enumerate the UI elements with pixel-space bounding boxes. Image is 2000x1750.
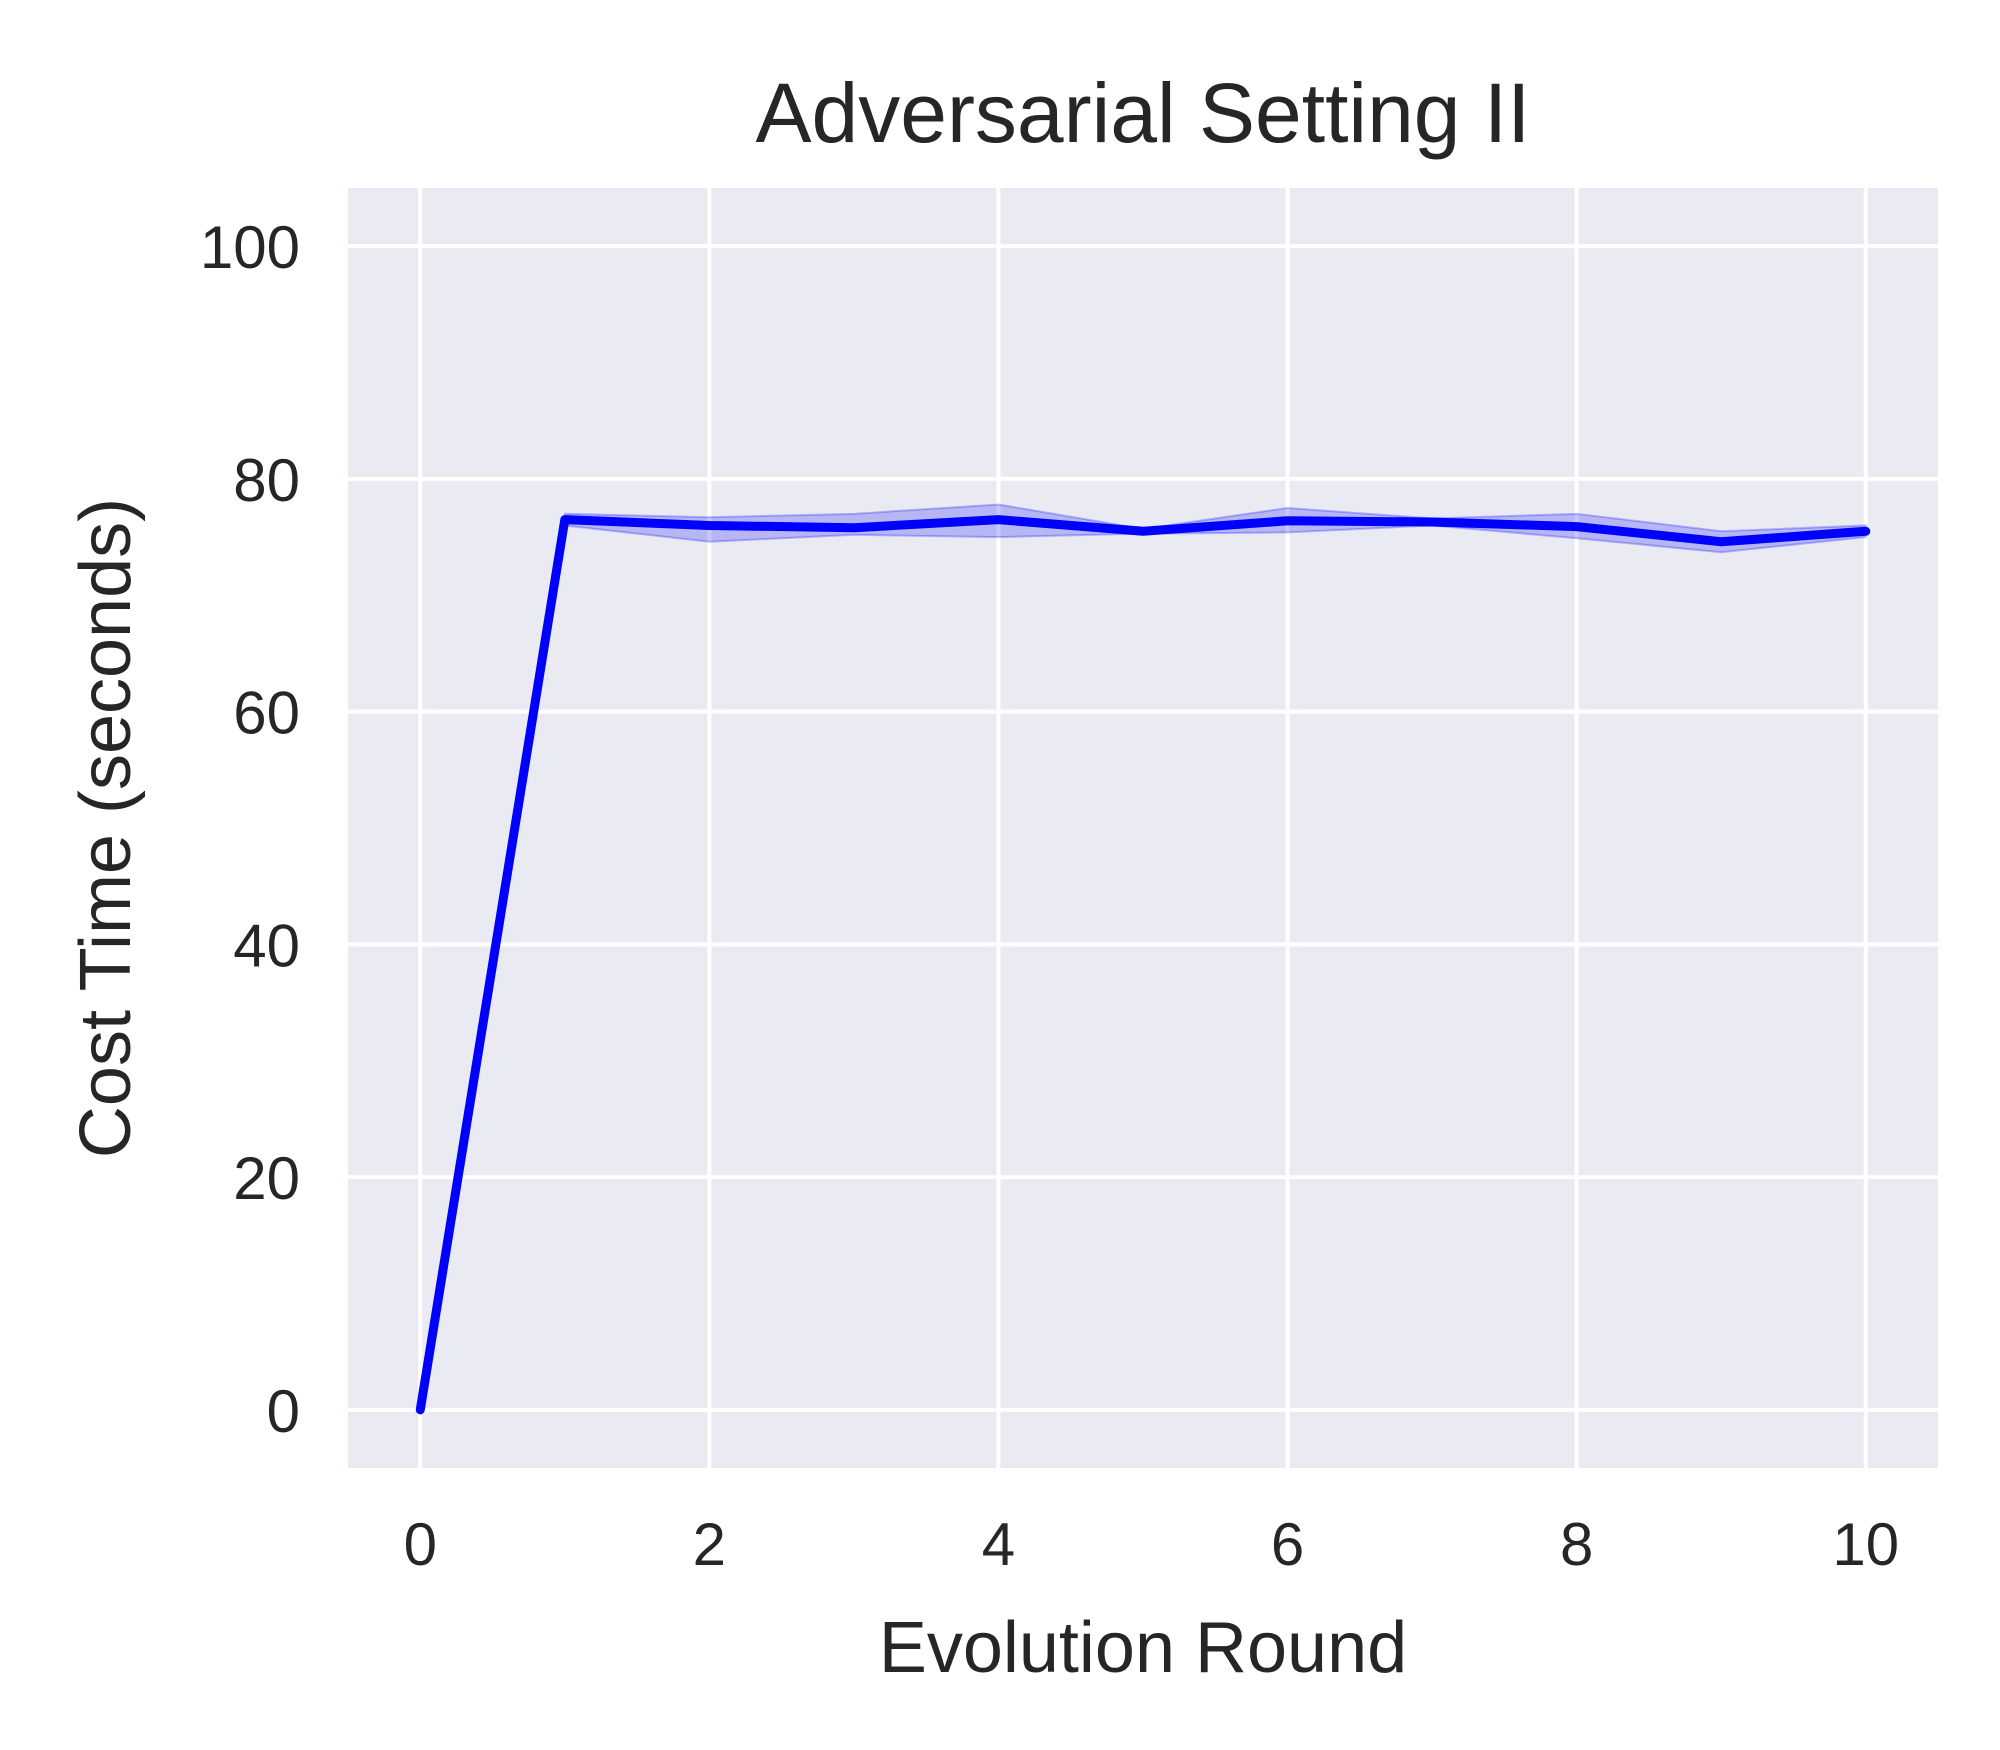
y-axis-label: Cost Time (seconds) — [66, 498, 146, 1158]
x-tick-label: 8 — [1560, 1511, 1593, 1578]
y-tick-label: 40 — [233, 912, 300, 979]
x-tick-label: 10 — [1832, 1511, 1899, 1578]
x-tick-label: 0 — [404, 1511, 437, 1578]
chart-title: Adversarial Setting II — [755, 66, 1530, 160]
x-tick-label: 4 — [982, 1511, 1015, 1578]
series-line — [415, 515, 1871, 1415]
y-tick-labels: 0 20 40 60 80 100 — [200, 214, 300, 1445]
grid — [348, 188, 1938, 1468]
plot-background — [348, 188, 1938, 1468]
x-tick-label: 2 — [693, 1511, 726, 1578]
y-tick-label: 100 — [200, 214, 300, 281]
y-tick-label: 20 — [233, 1145, 300, 1212]
y-tick-label: 80 — [233, 447, 300, 514]
y-tick-label: 60 — [233, 680, 300, 747]
x-axis-label: Evolution Round — [879, 1608, 1407, 1688]
x-tick-label: 6 — [1271, 1511, 1304, 1578]
y-tick-label: 0 — [267, 1378, 300, 1445]
x-tick-labels: 0 2 4 6 8 10 — [404, 1511, 1900, 1578]
series-lines — [415, 515, 1871, 1415]
